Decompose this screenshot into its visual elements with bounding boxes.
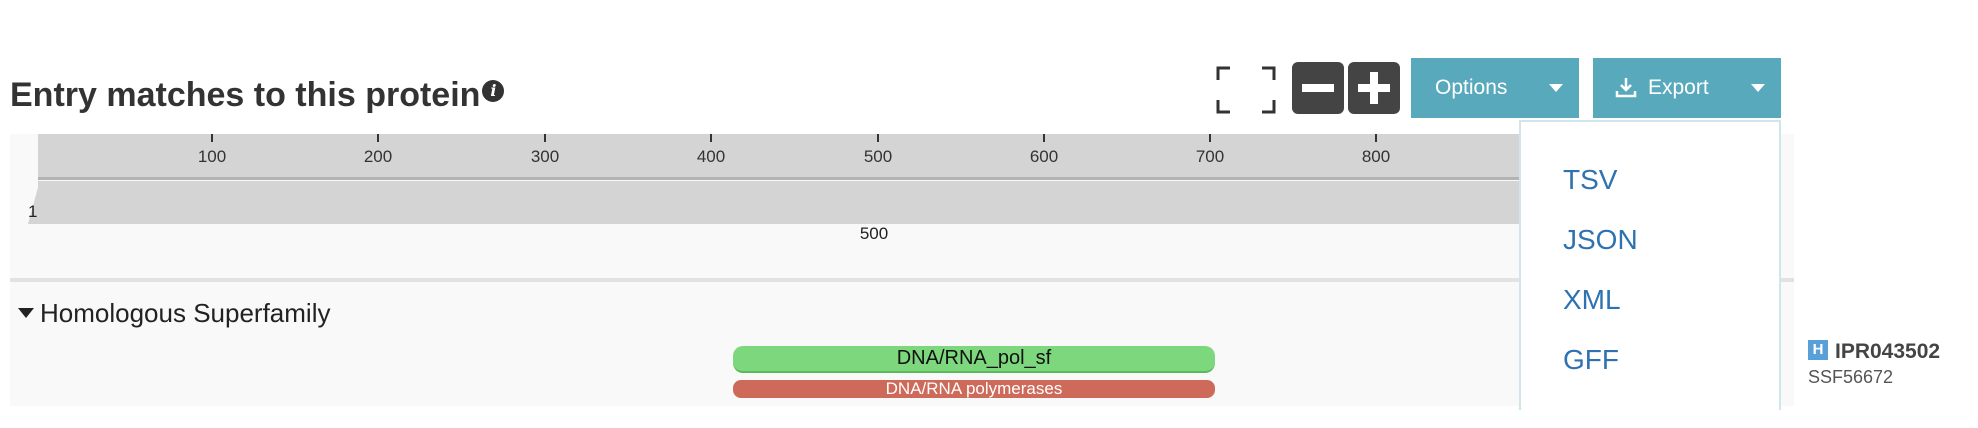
ruler-tick-label: 600 xyxy=(1029,147,1059,166)
info-icon[interactable]: i xyxy=(482,80,505,102)
ruler-tick xyxy=(1209,134,1211,142)
chevron-down-icon xyxy=(1549,84,1563,92)
export-menu-item-json[interactable]: JSON xyxy=(1563,224,1638,255)
match-bar-dna-rna-pol-sf[interactable]: DNA/RNA_pol_sf xyxy=(733,346,1215,373)
fullscreen-icon xyxy=(1216,66,1276,114)
ruler-navigation-track[interactable] xyxy=(38,181,1528,224)
ruler-tick xyxy=(1043,134,1045,142)
ruler-tick-label: 700 xyxy=(1195,147,1225,166)
ruler-start-label: 1 xyxy=(28,202,38,221)
ruler-tick-label: 100 xyxy=(197,147,227,166)
match-bar-label: DNA/RNA_pol_sf xyxy=(896,347,1052,369)
ruler-tick xyxy=(544,134,546,142)
export-menu-item-xml[interactable]: XML xyxy=(1563,284,1621,315)
entry-accession-link[interactable]: IPR043502 xyxy=(1835,340,1941,363)
match-bar-label: DNA/RNA polymerases xyxy=(885,379,1063,398)
ruler-tick-label: 500 xyxy=(863,147,893,166)
section-title: Homologous Superfamily xyxy=(40,298,331,328)
export-menu-item-gff[interactable]: GFF xyxy=(1563,344,1619,375)
zoom-out-button[interactable] xyxy=(1292,62,1344,114)
entry-type-badge: H xyxy=(1808,340,1828,360)
ruler-tick xyxy=(877,134,879,142)
page-title-text: Entry matches to this protein xyxy=(10,76,481,114)
export-dropdown-menu: TSV JSON XML GFF xyxy=(1519,120,1781,410)
chevron-down-icon xyxy=(1751,84,1765,92)
download-icon xyxy=(1615,78,1637,98)
export-button[interactable]: Export xyxy=(1593,58,1781,118)
ruler-center-label: 500 xyxy=(859,224,889,243)
page-title: Entry matches to this protein i xyxy=(10,76,505,115)
options-button-label: Options xyxy=(1435,76,1508,99)
ruler-tick xyxy=(710,134,712,142)
ruler-tick-label: 300 xyxy=(530,147,560,166)
export-menu-item-tsv[interactable]: TSV xyxy=(1563,164,1618,195)
fullscreen-button[interactable] xyxy=(1216,66,1276,114)
ruler-axis xyxy=(38,134,1528,180)
ruler-tick xyxy=(377,134,379,142)
entry-member-link[interactable]: SSF56672 xyxy=(1808,367,1894,387)
caret-down-icon xyxy=(18,308,34,319)
section-toggle-homologous-superfamily[interactable]: Homologous Superfamily xyxy=(18,298,330,329)
section-divider xyxy=(10,278,1794,282)
options-button[interactable]: Options xyxy=(1411,58,1579,118)
export-button-label: Export xyxy=(1648,76,1709,99)
ruler-tick xyxy=(211,134,213,142)
ruler-tick-label: 800 xyxy=(1361,147,1391,166)
zoom-in-button[interactable] xyxy=(1348,62,1400,114)
ruler-tick-label: 200 xyxy=(363,147,393,166)
match-bar-dna-rna-polymerases[interactable]: DNA/RNA polymerases xyxy=(733,379,1215,398)
ruler-tick xyxy=(1375,134,1377,142)
ruler-tick-label: 400 xyxy=(696,147,726,166)
